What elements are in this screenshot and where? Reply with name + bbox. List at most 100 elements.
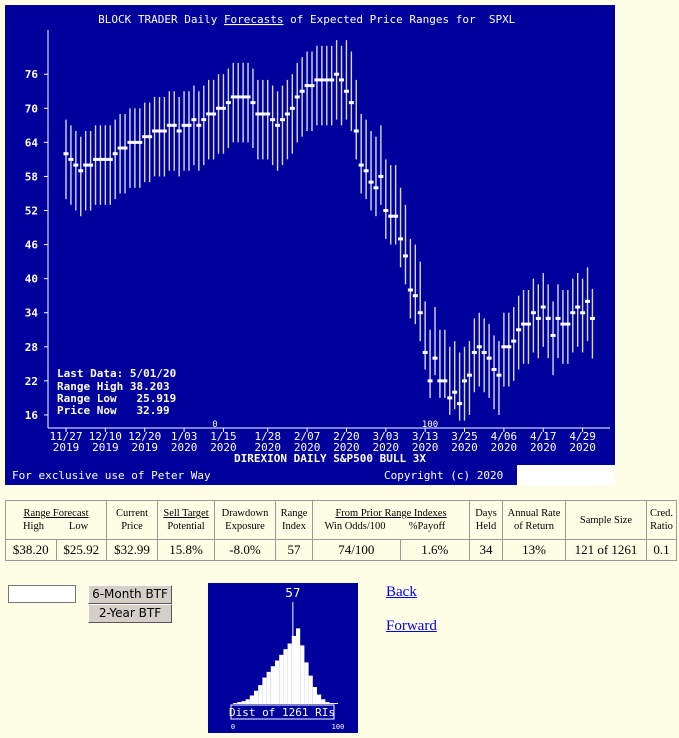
price-mark (486, 356, 492, 360)
price-mark (73, 163, 79, 167)
price-mark (540, 305, 546, 309)
price-mark (427, 379, 433, 383)
histogram-bar (258, 685, 263, 704)
price-mark (319, 78, 325, 82)
price-mark (255, 112, 261, 116)
histogram-bar (262, 677, 267, 704)
price-mark (575, 305, 581, 309)
histogram-title-box (230, 704, 335, 720)
stats-table: Range Forecast High Low Current Price Sell … (5, 500, 678, 561)
header-cell: Cred. Ratio (645, 500, 678, 540)
cell: 1.6% (399, 539, 471, 561)
price-mark (496, 373, 502, 377)
price-mark (471, 350, 477, 354)
histogram-bar (296, 628, 301, 704)
cell: 0.1 (645, 539, 678, 561)
price-mark (412, 294, 418, 298)
link[interactable]: Back (386, 584, 417, 600)
price-mark (68, 157, 74, 161)
price-mark (250, 101, 256, 105)
header-cell: Annual Rate of Return (502, 500, 566, 540)
x-tick-label: 1/28 2020 (254, 430, 281, 454)
price-mark (393, 214, 399, 218)
x-tick-label: 12/10 2019 (89, 430, 122, 454)
price-mark (378, 174, 384, 178)
header-cell: Range Index (275, 500, 313, 540)
value-row: $38.20 $25.92 $32.99 15.8% -8.0% 57 74/1… (5, 539, 678, 561)
x-tick-label: 3/13 2020 (412, 430, 439, 454)
header: Potential (167, 521, 205, 532)
cell: -8.0% (214, 539, 276, 561)
price-mark (176, 129, 182, 133)
price-mark (235, 95, 241, 99)
marker-label: 57 (285, 586, 300, 600)
footer-left: For exclusive use of Peter Way (12, 469, 211, 482)
button[interactable]: 2-Year BTF (88, 604, 172, 623)
price-mark (388, 214, 394, 218)
price-mark (181, 123, 187, 127)
header-cell: From Prior Range Indexes Win Odds/100 %Pay… (312, 500, 470, 540)
chart-subtitle: DIREXION DAILY S&P500 BULL 3X (234, 452, 426, 465)
x-tick-label: 12/20 2019 (128, 430, 161, 454)
header-cell: Sell Target Potential (157, 500, 215, 540)
price-mark (220, 106, 226, 110)
price-mark (329, 78, 335, 82)
price-mark (491, 368, 497, 372)
price-mark (171, 123, 177, 127)
chart-title: BLOCK TRADER Daily Forecasts of Expected P… (65, 13, 535, 26)
histogram-bar (249, 695, 254, 704)
text-input[interactable] (8, 585, 76, 603)
cell: 34 (469, 539, 503, 561)
histogram-bar (245, 699, 250, 704)
price-mark (93, 157, 99, 161)
price-mark (230, 95, 236, 99)
cell: 57 (275, 539, 313, 561)
price-mark (570, 311, 576, 315)
price-mark (334, 72, 340, 76)
x-tick-label: 4/06 2020 (491, 430, 518, 454)
price-mark (516, 328, 522, 332)
histogram-bar (321, 699, 326, 704)
price-mark (211, 112, 217, 116)
price-mark (343, 89, 349, 93)
price-mark (284, 112, 290, 116)
price-mark (161, 129, 167, 133)
price-mark (142, 135, 148, 139)
y-tick-label: 16 (25, 409, 39, 422)
price-mark (156, 129, 162, 133)
price-mark (152, 129, 158, 133)
price-mark (304, 84, 310, 88)
cell: $32.99 (106, 539, 158, 561)
price-mark (521, 322, 527, 326)
title-part: BLOCK TRADER Daily (98, 13, 218, 26)
header: Cred. (650, 508, 674, 519)
price-mark (206, 112, 212, 116)
price-mark (550, 333, 556, 337)
histogram-bar (300, 645, 305, 704)
price-mark (294, 95, 300, 99)
price-mark (112, 152, 118, 156)
price-mark (363, 169, 369, 173)
link[interactable]: Forward (386, 618, 437, 634)
price-mark (506, 345, 512, 349)
y-tick-label: 34 (25, 307, 39, 320)
price-mark (580, 311, 586, 315)
header-row: Range Forecast High Low Current Price Sell … (5, 500, 678, 540)
price-mark (398, 237, 404, 241)
price-mark (83, 163, 89, 167)
cell: 74/100 (312, 539, 401, 561)
x-tick-label: 2/07 2020 (294, 430, 321, 454)
price-mark (265, 112, 271, 116)
price-mark (127, 140, 133, 144)
price-mark (585, 299, 591, 303)
header: Range Forecast (23, 508, 89, 519)
button[interactable]: 6-Month BTF (88, 585, 172, 604)
cell: 121 of 1261 (565, 539, 647, 561)
y-tick-label: 70 (25, 102, 38, 115)
price-mark (560, 322, 566, 326)
header-cell: Drawdown Exposure (214, 500, 276, 540)
price-mark (240, 95, 246, 99)
price-mark (530, 311, 536, 315)
